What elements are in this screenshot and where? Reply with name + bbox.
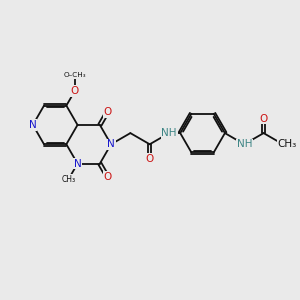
Text: N: N (107, 139, 115, 149)
Text: N: N (29, 120, 37, 130)
Text: O: O (146, 154, 154, 164)
Text: O–CH₃: O–CH₃ (63, 72, 86, 78)
Text: O: O (260, 114, 268, 124)
Text: NH: NH (236, 139, 252, 149)
Text: N: N (74, 159, 81, 169)
Text: O: O (70, 86, 79, 96)
Text: CH₃: CH₃ (61, 175, 76, 184)
Text: CH₃: CH₃ (278, 139, 297, 149)
Text: O: O (103, 107, 112, 117)
Text: NH: NH (161, 128, 177, 138)
Text: O: O (103, 172, 112, 182)
